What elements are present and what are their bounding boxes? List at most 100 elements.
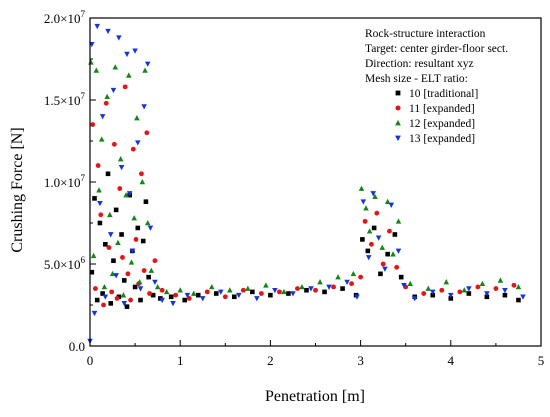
data-point (394, 265, 399, 270)
y-tick-label: 5.0×106 (44, 255, 86, 272)
data-point (381, 262, 386, 267)
data-point (109, 289, 114, 294)
data-point (91, 253, 97, 258)
data-point (349, 281, 354, 286)
data-point (475, 285, 480, 290)
data-point (340, 286, 345, 291)
data-point (141, 104, 147, 109)
data-point (223, 294, 228, 299)
legend-marker (396, 91, 401, 96)
data-point (135, 140, 141, 145)
data-point (124, 52, 130, 57)
data-point (122, 278, 127, 283)
y-axis-title: Crushing Force [N] (9, 127, 26, 252)
data-point (164, 289, 170, 294)
data-points-layer (87, 24, 525, 344)
legend-annotation-line: Direction: resultant xyz (365, 58, 474, 70)
data-point (480, 281, 486, 286)
data-point (92, 311, 98, 316)
data-point (104, 101, 109, 106)
data-point (399, 275, 404, 280)
data-point (145, 220, 151, 225)
data-point (286, 291, 291, 296)
data-point (290, 291, 296, 296)
y-tick-label: 2.0×107 (44, 9, 86, 26)
data-point (516, 298, 521, 303)
data-point (120, 255, 125, 260)
data-point (98, 212, 103, 217)
data-point (218, 290, 224, 295)
data-point (146, 275, 151, 280)
data-point (516, 284, 522, 289)
data-point (214, 291, 219, 296)
data-point (367, 228, 373, 233)
data-point (444, 279, 450, 284)
data-point (466, 286, 472, 291)
data-point (94, 67, 100, 72)
legend-marker (395, 136, 401, 142)
data-point (170, 301, 176, 306)
data-point (236, 293, 242, 298)
data-point (493, 286, 498, 291)
x-tick-label: 4 (448, 353, 455, 368)
data-point (263, 282, 269, 287)
data-point (245, 286, 251, 291)
data-point (148, 226, 154, 231)
data-point (107, 245, 112, 250)
data-point (308, 286, 314, 291)
data-point (335, 274, 341, 279)
data-point (299, 284, 305, 289)
data-point (141, 239, 146, 244)
data-point (295, 286, 300, 291)
series-group (90, 172, 521, 309)
legend-item: 11 [expanded] (395, 103, 474, 115)
data-point (425, 286, 431, 291)
data-point (502, 288, 508, 293)
data-point (152, 280, 158, 285)
data-point (326, 285, 332, 290)
data-point (96, 187, 102, 192)
data-point (147, 291, 152, 296)
data-point (134, 115, 140, 120)
data-point (503, 293, 508, 298)
legend-annotation-line: Mesh size - ELT ratio: (365, 73, 468, 85)
legend-item: 13 [expanded] (395, 133, 475, 145)
data-point (439, 288, 444, 293)
data-point (241, 288, 246, 293)
x-tick-label: 3 (357, 353, 364, 368)
y-tick-label: 1.0×107 (44, 173, 86, 190)
data-point (160, 288, 165, 293)
data-point (88, 59, 94, 64)
data-point (498, 277, 504, 282)
data-point (107, 212, 113, 217)
data-point (378, 272, 383, 277)
legend-item: 10 [traditional] (396, 88, 479, 100)
data-point (200, 296, 206, 301)
data-point (389, 203, 395, 208)
data-point (254, 296, 260, 301)
data-point (259, 291, 264, 296)
data-point (281, 289, 287, 294)
data-point (250, 290, 255, 295)
data-point (138, 298, 143, 303)
x-tick-label: 5 (538, 353, 545, 368)
data-point (191, 291, 197, 296)
data-point (169, 295, 174, 300)
data-point (363, 219, 368, 224)
y-tick-label: 1.5×107 (44, 91, 86, 108)
data-point (92, 196, 97, 201)
data-point (393, 232, 398, 237)
data-point (322, 290, 327, 295)
data-point (138, 286, 144, 291)
data-point (125, 304, 130, 309)
data-point (387, 229, 392, 234)
data-point (462, 287, 468, 292)
data-point (115, 296, 120, 301)
y-tick-label: 0.0 (69, 339, 85, 354)
data-point (96, 163, 101, 168)
data-point (360, 237, 365, 242)
data-point (153, 258, 158, 263)
legend: Rock-structure interactionTarget: center… (365, 28, 508, 145)
data-point (134, 237, 139, 242)
